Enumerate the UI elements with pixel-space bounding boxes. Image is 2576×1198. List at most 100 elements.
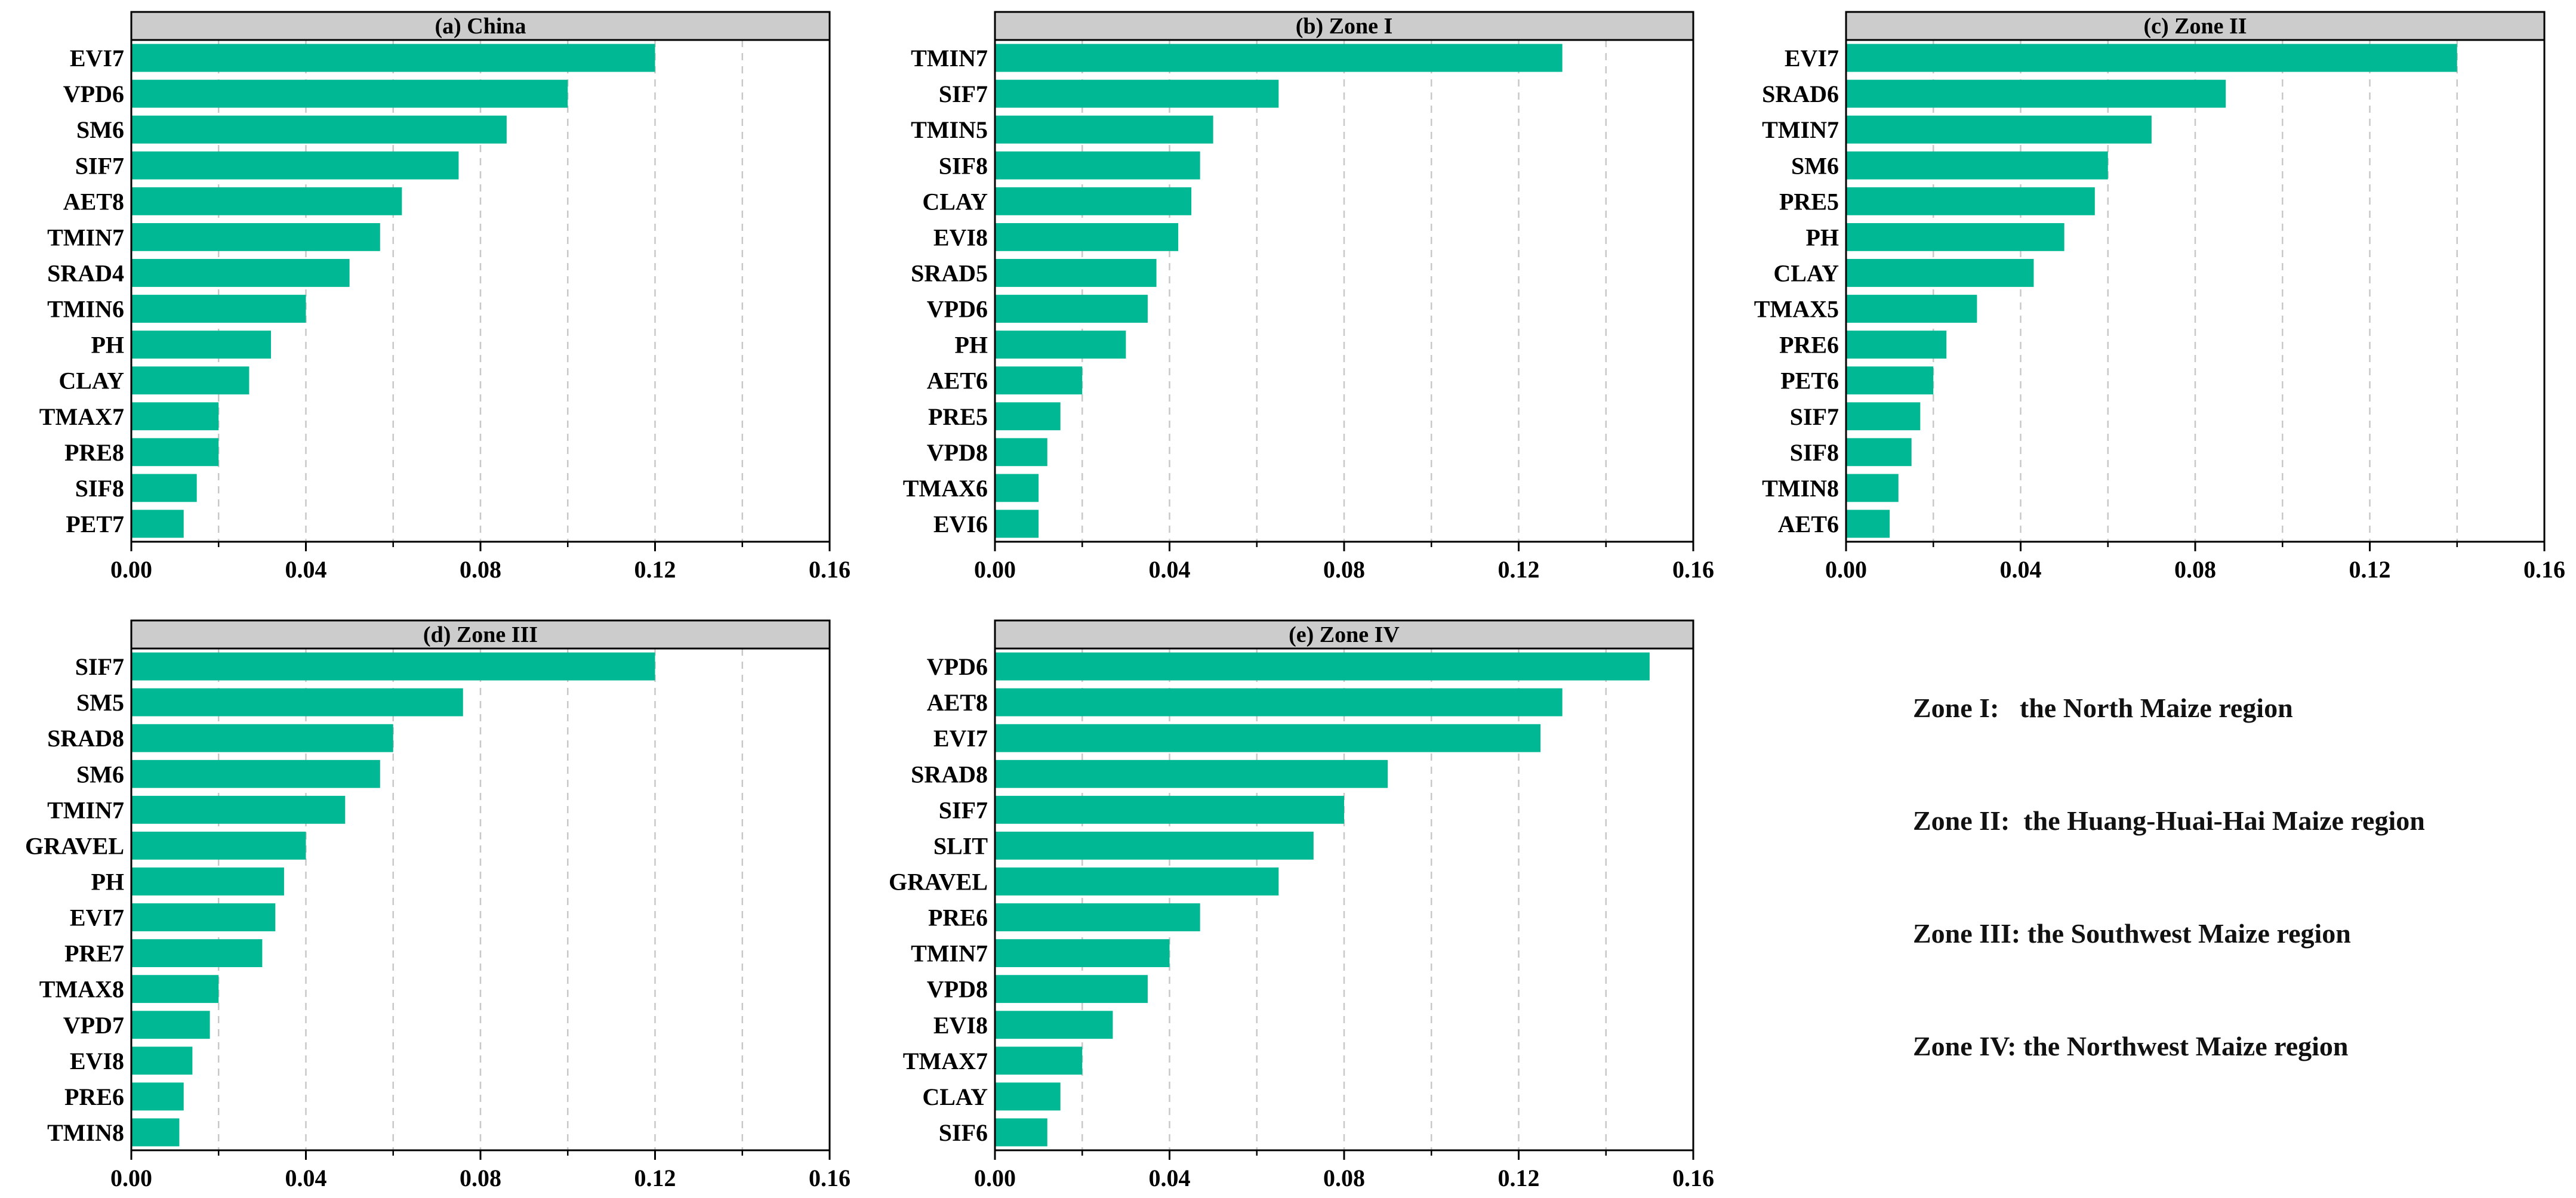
bar-tmin7 (995, 44, 1563, 72)
panel-header (130, 11, 831, 41)
category-label: VPD6 (927, 296, 988, 323)
category-label: SM6 (76, 761, 124, 788)
bar-clay (995, 187, 1192, 215)
category-label: PH (91, 332, 124, 359)
bar-aet6 (995, 366, 1083, 395)
bar-vpd8 (995, 438, 1047, 467)
category-label: TMIN5 (911, 116, 988, 143)
category-label: TMIN7 (911, 45, 988, 72)
x-tick-label: 0.08 (2174, 556, 2216, 583)
category-label: VPD8 (927, 976, 988, 1003)
category-label: AET6 (1778, 511, 1839, 538)
x-tick-label: 0.04 (285, 1165, 327, 1191)
category-label: SIF7 (939, 796, 988, 823)
bar-ph (131, 331, 271, 359)
bar-pre5 (995, 402, 1061, 431)
x-tick-label: 0.08 (1323, 556, 1365, 583)
bar-ph (995, 331, 1126, 359)
x-tick-label: 0.00 (974, 556, 1016, 583)
category-label: TMIN8 (1762, 475, 1839, 502)
bar-vpd7 (131, 1011, 210, 1039)
panel-header (130, 619, 831, 650)
bar-sif7 (131, 151, 459, 180)
panel-header (994, 619, 1694, 650)
x-tick-label: 0.08 (460, 1165, 501, 1191)
bar-pre6 (131, 1082, 184, 1111)
bar-srad8 (995, 759, 1388, 788)
category-label: VPD6 (63, 81, 124, 107)
category-label: PET7 (66, 511, 124, 538)
panel-title: (a) China (435, 14, 526, 39)
bar-aet8 (131, 187, 402, 215)
category-label: PRE7 (64, 940, 124, 967)
category-label: SM6 (76, 116, 124, 143)
bar-vpd8 (995, 975, 1148, 1004)
category-label: PRE6 (928, 904, 988, 931)
panel-header (994, 11, 1694, 41)
category-label: CLAY (922, 1083, 988, 1110)
category-label: GRAVEL (889, 868, 988, 895)
category-label: PH (1805, 224, 1839, 251)
x-tick-label: 0.12 (1498, 556, 1540, 583)
bar-aet8 (995, 688, 1563, 717)
category-label: PH (91, 868, 124, 895)
bar-evi7 (1846, 44, 2457, 72)
bar-tmin7 (131, 223, 380, 251)
x-tick-label: 0.00 (1825, 556, 1867, 583)
category-label: TMIN8 (47, 1119, 124, 1146)
x-tick-label: 0.16 (809, 1165, 851, 1191)
category-label: AET6 (927, 368, 988, 394)
category-label: SIF8 (1790, 439, 1839, 466)
category-label: AET8 (63, 188, 124, 215)
category-label: EVI7 (70, 904, 124, 931)
chart-panel-5: (e) Zone IV VPD6 AET8 EVI7 SRAD8 SIF7 SLIT GRAV… (889, 619, 1714, 1191)
category-label: SRAD6 (1762, 81, 1839, 107)
bar-clay (995, 1082, 1061, 1111)
category-label: EVI8 (70, 1048, 124, 1075)
bar-pre5 (1846, 187, 2095, 215)
category-label: SRAD8 (911, 761, 988, 788)
bar-pet6 (1846, 366, 1934, 395)
x-tick-label: 0.04 (1149, 556, 1191, 583)
category-label: SM5 (76, 689, 124, 716)
bar-sif7 (131, 652, 655, 681)
bar-sm5 (131, 688, 463, 717)
bar-vpd6 (995, 652, 1650, 681)
panel-title: (c) Zone II (2143, 14, 2247, 39)
bar-ph (131, 867, 284, 896)
x-tick-label: 0.08 (1323, 1165, 1365, 1191)
bar-tmin6 (131, 295, 306, 323)
panel-title: (e) Zone IV (1289, 622, 1400, 647)
x-tick-label: 0.12 (2349, 556, 2391, 583)
bar-pre6 (1846, 331, 1947, 359)
bar-evi8 (131, 1046, 193, 1075)
category-label: EVI7 (70, 45, 124, 72)
x-tick-label: 0.00 (974, 1165, 1016, 1191)
x-tick-label: 0.04 (285, 556, 327, 583)
bar-slit (995, 831, 1314, 860)
x-tick-label: 0.16 (2523, 556, 2565, 583)
bar-srad6 (1846, 79, 2226, 108)
legend-zone-1: Zone I: the North Maize region (1913, 693, 2293, 723)
x-tick-label: 0.12 (634, 556, 676, 583)
category-label: SRAD5 (911, 260, 988, 286)
category-label: SRAD8 (47, 725, 124, 752)
bar-sif7 (1846, 402, 1921, 431)
category-label: CLAY (1773, 260, 1839, 286)
bar-sif6 (995, 1118, 1047, 1147)
bar-vpd6 (995, 295, 1148, 323)
chart-panel-1: (a) China EVI7 VPD6 SM6 SIF7 AET8 TMIN7 SRAD4 TM… (39, 11, 851, 583)
x-tick-label: 0.16 (1672, 1165, 1714, 1191)
category-label: PRE5 (928, 403, 988, 430)
bar-srad8 (131, 724, 393, 752)
bar-sm6 (1846, 151, 2108, 180)
bar-evi8 (995, 223, 1179, 251)
category-label: EVI7 (1785, 45, 1839, 72)
bar-tmin7 (995, 939, 1170, 968)
bar-evi6 (995, 510, 1039, 538)
category-label: SIF7 (939, 81, 988, 107)
x-tick-label: 0.04 (2000, 556, 2042, 583)
category-label: EVI6 (933, 511, 988, 538)
bar-tmax5 (1846, 295, 1977, 323)
